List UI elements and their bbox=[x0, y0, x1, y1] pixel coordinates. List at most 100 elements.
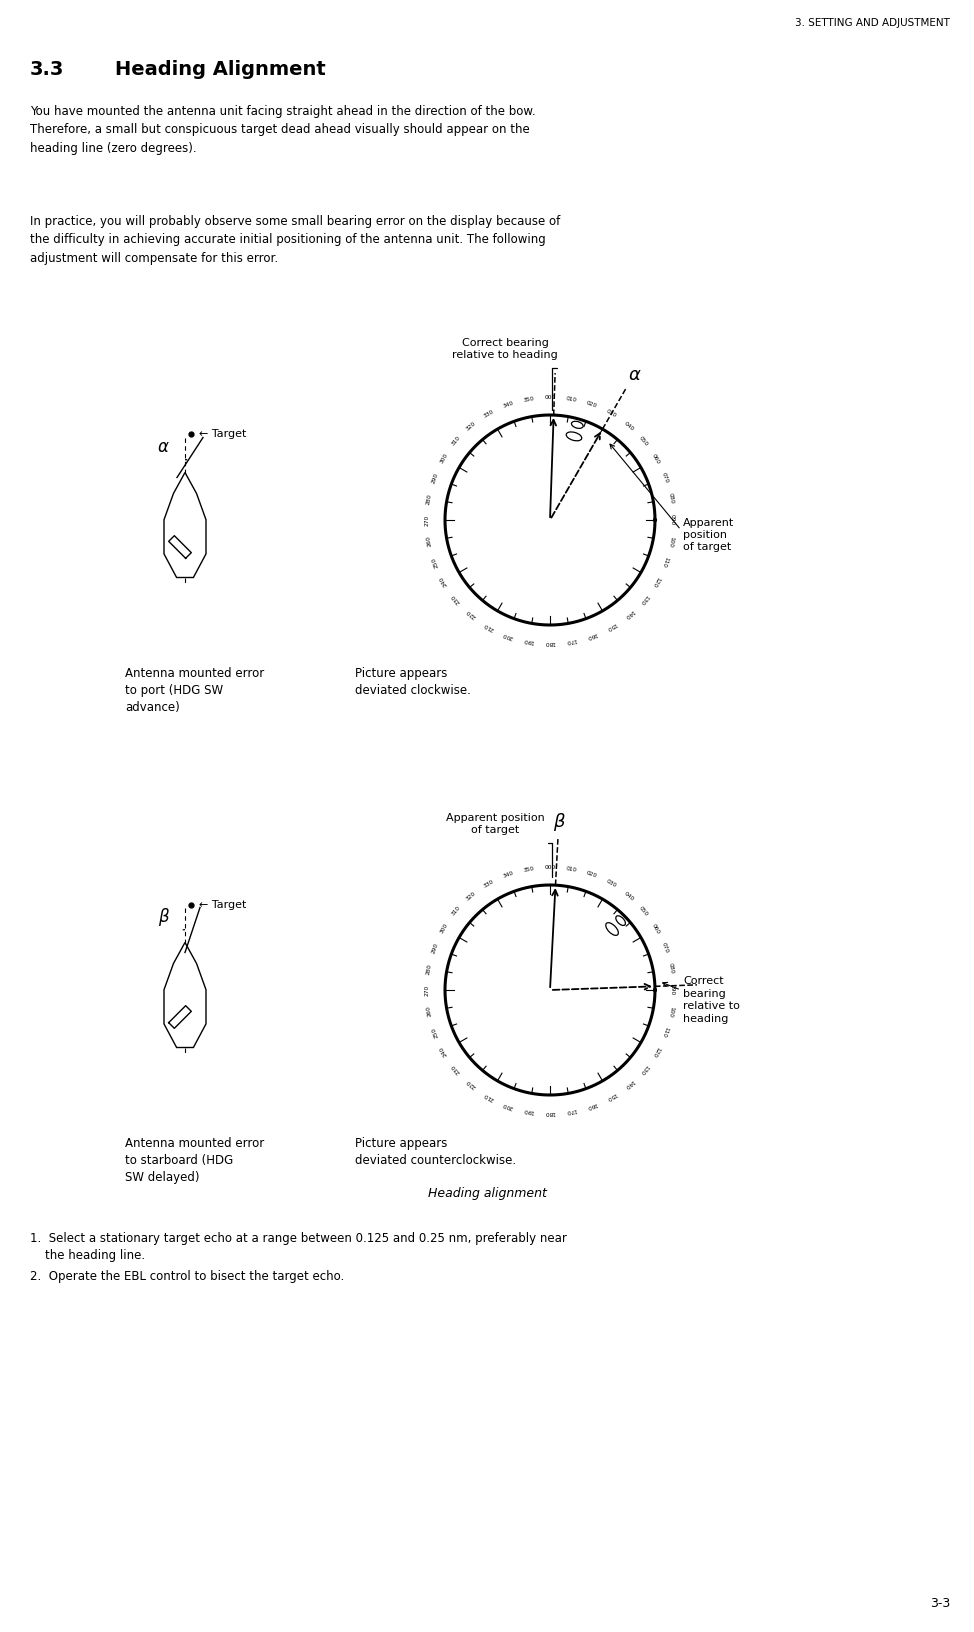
Text: 260: 260 bbox=[426, 535, 432, 547]
Ellipse shape bbox=[616, 916, 625, 925]
Text: 300: 300 bbox=[439, 452, 449, 465]
Text: 240: 240 bbox=[439, 1044, 449, 1058]
Text: 060: 060 bbox=[652, 452, 661, 465]
Text: heading line (zero degrees).: heading line (zero degrees). bbox=[30, 142, 197, 155]
Text: In practice, you will probably observe some small bearing error on the display b: In practice, you will probably observe s… bbox=[30, 215, 560, 228]
Text: 140: 140 bbox=[623, 1079, 635, 1089]
Text: 310: 310 bbox=[451, 436, 462, 447]
Text: 130: 130 bbox=[638, 592, 650, 604]
Text: 100: 100 bbox=[667, 535, 674, 547]
Text: 330: 330 bbox=[483, 880, 495, 889]
Text: Correct bearing
relative to heading: Correct bearing relative to heading bbox=[452, 338, 558, 361]
Text: 140: 140 bbox=[623, 609, 635, 619]
Text: 160: 160 bbox=[586, 1102, 598, 1110]
Text: 000: 000 bbox=[544, 395, 555, 400]
Text: 040: 040 bbox=[622, 421, 635, 432]
Text: α: α bbox=[628, 366, 640, 384]
Text: 090: 090 bbox=[670, 514, 675, 526]
Text: 080: 080 bbox=[667, 493, 674, 504]
Text: 320: 320 bbox=[466, 891, 477, 902]
Text: 220: 220 bbox=[466, 1079, 477, 1090]
Text: 180: 180 bbox=[544, 640, 555, 645]
Ellipse shape bbox=[566, 432, 581, 441]
Text: ← Target: ← Target bbox=[199, 899, 246, 909]
Text: 350: 350 bbox=[523, 867, 535, 873]
Text: 230: 230 bbox=[451, 592, 462, 605]
Text: 060: 060 bbox=[652, 922, 661, 935]
Text: 130: 130 bbox=[638, 1062, 650, 1074]
Text: 210: 210 bbox=[483, 1092, 495, 1102]
Text: Apparent position
of target: Apparent position of target bbox=[446, 813, 544, 836]
Text: 270: 270 bbox=[425, 984, 430, 996]
Text: 200: 200 bbox=[502, 632, 514, 640]
Text: Correct
bearing
relative to
heading: Correct bearing relative to heading bbox=[683, 976, 740, 1023]
Text: 240: 240 bbox=[439, 574, 449, 588]
Text: 020: 020 bbox=[585, 400, 598, 410]
Text: 070: 070 bbox=[660, 472, 669, 485]
Text: 120: 120 bbox=[652, 574, 661, 588]
Text: 000: 000 bbox=[544, 865, 555, 870]
Text: 260: 260 bbox=[426, 1005, 432, 1017]
Text: 310: 310 bbox=[451, 906, 462, 917]
Text: 030: 030 bbox=[605, 880, 618, 889]
Text: 190: 190 bbox=[523, 636, 535, 645]
Text: adjustment will compensate for this error.: adjustment will compensate for this erro… bbox=[30, 251, 279, 264]
Text: 010: 010 bbox=[565, 397, 578, 403]
Text: 230: 230 bbox=[451, 1062, 462, 1074]
Text: 090: 090 bbox=[670, 984, 675, 996]
Text: 010: 010 bbox=[565, 867, 578, 873]
Text: Picture appears
deviated counterclockwise.: Picture appears deviated counterclockwis… bbox=[355, 1138, 516, 1167]
Text: 040: 040 bbox=[622, 891, 635, 902]
Text: 150: 150 bbox=[605, 1092, 618, 1102]
Text: ← Target: ← Target bbox=[199, 429, 246, 439]
Ellipse shape bbox=[572, 421, 583, 428]
Text: 170: 170 bbox=[565, 636, 578, 645]
Polygon shape bbox=[164, 943, 206, 1048]
Text: 290: 290 bbox=[431, 942, 439, 955]
Text: 160: 160 bbox=[586, 632, 598, 640]
Text: 150: 150 bbox=[605, 622, 618, 632]
Text: 030: 030 bbox=[605, 410, 618, 419]
Text: 070: 070 bbox=[660, 942, 669, 955]
Text: 270: 270 bbox=[425, 514, 430, 526]
Text: 320: 320 bbox=[466, 421, 477, 432]
Text: 210: 210 bbox=[483, 622, 495, 632]
Text: 100: 100 bbox=[667, 1005, 674, 1017]
Text: 350: 350 bbox=[523, 397, 535, 403]
Text: Heading alignment: Heading alignment bbox=[428, 1186, 546, 1200]
Text: 280: 280 bbox=[426, 493, 432, 504]
Text: 3. SETTING AND ADJUSTMENT: 3. SETTING AND ADJUSTMENT bbox=[795, 18, 950, 28]
Text: 170: 170 bbox=[565, 1106, 578, 1115]
Text: 200: 200 bbox=[502, 1102, 514, 1110]
Text: 290: 290 bbox=[431, 472, 439, 485]
Text: the difficulty in achieving accurate initial positioning of the antenna unit. Th: the difficulty in achieving accurate ini… bbox=[30, 233, 545, 246]
Text: 250: 250 bbox=[431, 557, 439, 568]
Text: 050: 050 bbox=[638, 436, 650, 447]
Text: 1.  Select a stationary target echo at a range between 0.125 and 0.25 nm, prefer: 1. Select a stationary target echo at a … bbox=[30, 1232, 567, 1245]
Text: Heading Alignment: Heading Alignment bbox=[115, 60, 325, 78]
Text: 340: 340 bbox=[502, 870, 514, 880]
Text: Antenna mounted error
to starboard (HDG
SW delayed): Antenna mounted error to starboard (HDG … bbox=[125, 1138, 264, 1183]
Text: 340: 340 bbox=[502, 400, 514, 410]
Text: 2.  Operate the EBL control to bisect the target echo.: 2. Operate the EBL control to bisect the… bbox=[30, 1270, 344, 1283]
Text: 080: 080 bbox=[667, 963, 674, 974]
Text: 120: 120 bbox=[652, 1044, 661, 1058]
Ellipse shape bbox=[606, 922, 618, 935]
Text: 110: 110 bbox=[661, 1027, 669, 1038]
Text: 190: 190 bbox=[523, 1106, 535, 1115]
Text: α: α bbox=[158, 439, 169, 457]
Text: Apparent
position
of target: Apparent position of target bbox=[683, 517, 734, 552]
Text: Picture appears
deviated clockwise.: Picture appears deviated clockwise. bbox=[355, 667, 470, 697]
Text: Therefore, a small but conspicuous target dead ahead visually should appear on t: Therefore, a small but conspicuous targe… bbox=[30, 124, 530, 137]
Text: 220: 220 bbox=[466, 609, 477, 620]
Text: You have mounted the antenna unit facing straight ahead in the direction of the : You have mounted the antenna unit facing… bbox=[30, 104, 536, 118]
Text: the heading line.: the heading line. bbox=[30, 1250, 145, 1263]
Text: β: β bbox=[553, 813, 565, 831]
Text: 110: 110 bbox=[661, 557, 669, 568]
Text: 250: 250 bbox=[431, 1027, 439, 1038]
Text: 330: 330 bbox=[483, 410, 495, 419]
Polygon shape bbox=[164, 473, 206, 578]
Text: β: β bbox=[158, 909, 169, 927]
Text: Antenna mounted error
to port (HDG SW
advance): Antenna mounted error to port (HDG SW ad… bbox=[125, 667, 264, 715]
Text: 3.3: 3.3 bbox=[30, 60, 64, 78]
